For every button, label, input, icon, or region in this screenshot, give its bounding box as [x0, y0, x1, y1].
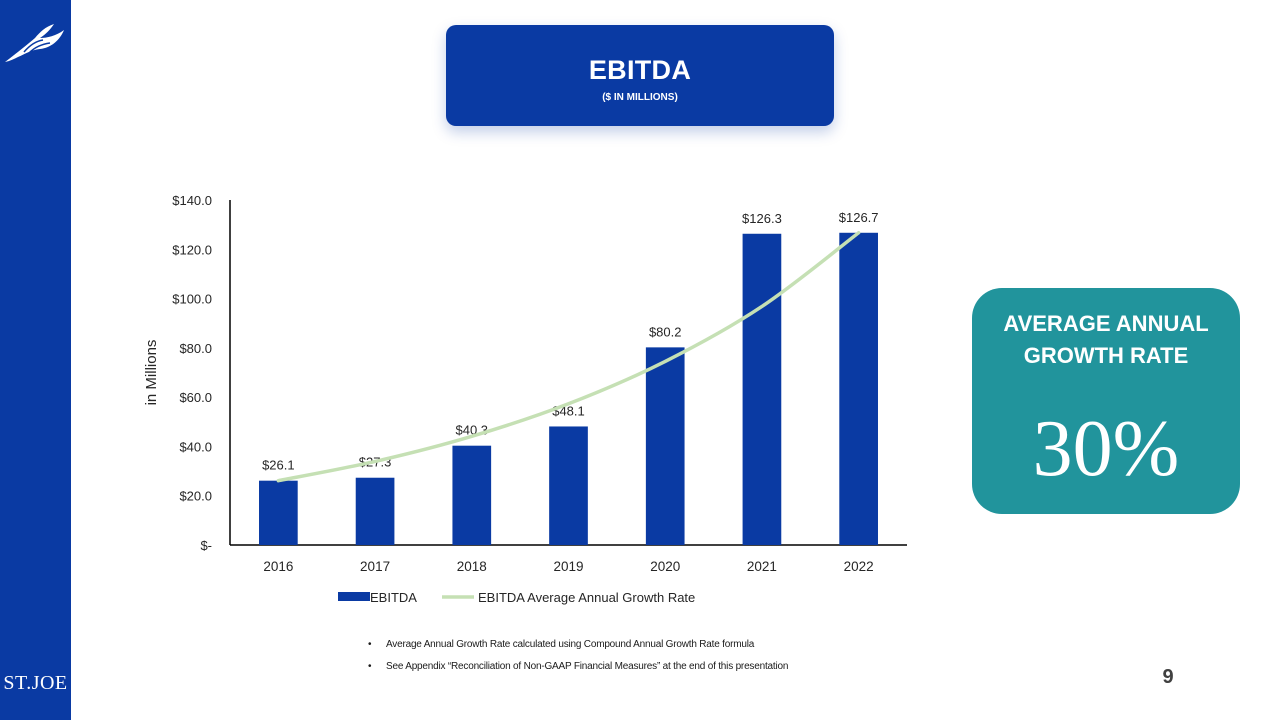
bar [645, 347, 685, 545]
x-tick-label: 2021 [747, 559, 777, 574]
x-tick-label: 2022 [844, 559, 874, 574]
growth-card-value: 30% [1032, 405, 1180, 493]
growth-card-label: AVERAGE ANNUAL GROWTH RATE [1003, 311, 1209, 368]
data-label: $126.7 [839, 210, 879, 225]
bar [259, 480, 298, 545]
bar [355, 477, 395, 545]
x-tick-label: 2016 [263, 559, 293, 574]
ebitda-chart: $- $20.0 $40.0 $60.0 $80.0 $100.0 $120.0 $140.0… [143, 193, 907, 605]
footnote: Average Annual Growth Rate calculated us… [368, 638, 788, 660]
growth-card: AVERAGE ANNUAL GROWTH RATE 30% [972, 288, 1240, 514]
y-tick-label: $40.0 [179, 439, 212, 454]
y-tick-label: $20.0 [179, 489, 212, 504]
y-tick-label: $100.0 [172, 292, 212, 307]
y-tick-label: $60.0 [179, 390, 212, 405]
bar [549, 426, 588, 545]
legend-swatch-bar [338, 592, 370, 601]
y-tick-label: $80.0 [179, 341, 212, 356]
data-label: $26.1 [262, 458, 295, 473]
y-tick-label: $140.0 [172, 193, 212, 208]
slide-title: EBITDA [588, 55, 692, 85]
y-axis-label: in Millions [143, 340, 160, 406]
sidebar: ST.JOE [0, 0, 71, 720]
trend-line [276, 231, 861, 483]
y-tick-label: $- [200, 538, 212, 553]
x-tick-label: 2017 [360, 559, 390, 574]
footnotes: Average Annual Growth Rate calculated us… [368, 638, 788, 682]
y-tick-label: $120.0 [172, 242, 212, 257]
data-label: $80.2 [649, 324, 682, 339]
page-number: 9 [1162, 666, 1174, 688]
brand-logo: ST.JOE [3, 672, 68, 694]
x-tick-label: 2018 [457, 559, 487, 574]
title-box: EBITDA ($ IN MILLIONS) [446, 25, 834, 126]
x-tick-label: 2020 [650, 559, 680, 574]
x-tick-label: 2019 [553, 559, 583, 574]
slide-subtitle: ($ IN MILLIONS) [602, 92, 678, 103]
bar [452, 445, 492, 545]
legend-label: EBITDA [370, 590, 417, 605]
bar [839, 232, 878, 545]
bar [742, 233, 782, 545]
bird-logo-icon [5, 24, 64, 62]
data-label: $126.3 [742, 211, 782, 226]
data-label: $48.1 [552, 403, 585, 418]
legend-label: EBITDA Average Annual Growth Rate [478, 590, 695, 605]
footnote: See Appendix “Reconciliation of Non-GAAP… [368, 660, 788, 682]
